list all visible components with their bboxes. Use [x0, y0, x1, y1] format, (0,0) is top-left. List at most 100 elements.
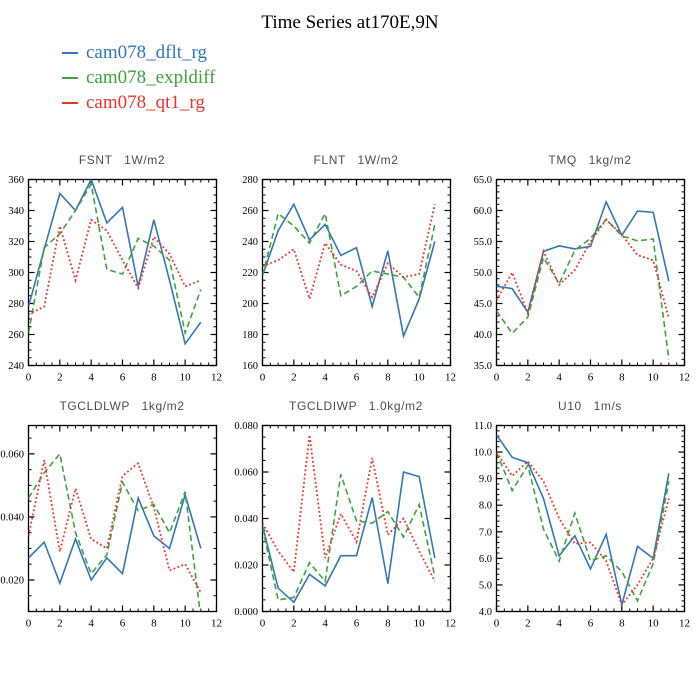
series-line-cam078_qt1_rg	[496, 218, 670, 319]
chart-plot: 0 2 4 6 8 10 12 160 180 200 220 240 260 280	[242, 175, 456, 384]
y-tick-label: 45.0	[474, 299, 492, 310]
x-tick-label: 12	[211, 372, 222, 384]
chart-title: TGCLDLWP 1kg/m2	[59, 399, 185, 413]
series-line-cam078_expldiff	[262, 474, 436, 601]
x-tick-label: 6	[354, 372, 360, 384]
y-tick-label: 35.0	[474, 361, 492, 372]
y-tick-label: 50.0	[474, 268, 492, 279]
x-tick-label: 12	[211, 618, 222, 630]
x-tick-label: 10	[648, 372, 660, 384]
legend-item: cam078_dflt_rg	[62, 40, 215, 65]
x-tick-label: 12	[445, 372, 456, 384]
x-tick-label: 2	[57, 372, 63, 384]
y-tick-label: 5.0	[479, 580, 492, 591]
y-tick-label: 220	[242, 268, 258, 279]
y-tick-label: 240	[242, 237, 258, 248]
y-tick-label: 40.0	[474, 330, 492, 341]
y-tick-label: 8.0	[479, 501, 492, 512]
chart-plot: 0 2 4 6 8 10 12 0.000 0.020 0.040 0.060 0.080	[234, 421, 456, 630]
y-tick-label: 0.000	[234, 607, 258, 618]
x-tick-label: 0	[26, 372, 32, 384]
chart-title: TMQ 1kg/m2	[548, 153, 632, 167]
y-tick-label: 260	[242, 206, 258, 217]
y-tick-label: 0.040	[234, 514, 258, 525]
x-tick-label: 12	[679, 618, 690, 630]
y-tick-label: 240	[8, 361, 24, 372]
y-tick-label: 9.0	[479, 474, 492, 485]
chart-plot: 0 2 4 6 8 10 12 0.020 0.040 0.060	[0, 424, 222, 630]
legend-label: cam078_qt1_rg	[86, 92, 205, 113]
series-line-cam078_expldiff	[28, 452, 201, 612]
x-tick-label: 4	[88, 618, 94, 630]
y-tick-label: 0.060	[0, 449, 24, 460]
series-line-cam078_expldiff	[262, 211, 436, 300]
legend-label: cam078_expldiff	[86, 67, 216, 88]
series-line-cam078_qt1_rg	[262, 434, 436, 582]
chart-title: U10 1m/s	[557, 399, 623, 413]
y-tick-label: 60.0	[474, 206, 492, 217]
y-tick-label: 7.0	[479, 527, 492, 538]
y-tick-label: 0.020	[234, 561, 258, 572]
y-tick-label: 280	[8, 299, 24, 310]
series-line-cam078_expldiff	[496, 217, 670, 360]
x-tick-label: 4	[322, 618, 328, 630]
y-tick-label: 0.020	[0, 575, 24, 586]
y-tick-label: 360	[8, 175, 24, 186]
x-tick-label: 2	[291, 372, 297, 384]
line-sample-icon	[62, 51, 78, 54]
y-tick-label: 11.0	[474, 421, 492, 432]
legend-item: cam078_qt1_rg	[62, 90, 215, 115]
legend-item: cam078_expldiff	[62, 65, 215, 90]
chart-title: FSNT 1W/m2	[78, 153, 166, 167]
x-tick-label: 6	[120, 372, 126, 384]
chart-title: FLNT 1W/m2	[313, 153, 399, 167]
x-tick-label: 6	[588, 618, 594, 630]
x-tick-label: 4	[556, 372, 562, 384]
chart-plot: 0 2 4 6 8 10 12 240 260 280 300 320 340 360	[8, 175, 222, 384]
series-line-cam078_dflt_rg	[496, 199, 670, 315]
x-tick-label: 2	[525, 618, 531, 630]
y-tick-label: 0.040	[0, 512, 24, 523]
x-tick-label: 0	[260, 618, 266, 630]
y-tick-label: 300	[8, 268, 24, 279]
x-tick-label: 0	[26, 618, 32, 630]
chart-title: TGCLDIWP 1.0kg/m2	[289, 399, 423, 413]
y-tick-label: 10.0	[474, 448, 492, 459]
x-tick-label: 6	[120, 618, 126, 630]
x-tick-label: 10	[414, 372, 426, 384]
x-tick-label: 10	[648, 618, 660, 630]
x-tick-label: 0	[494, 372, 500, 384]
x-tick-label: 2	[525, 372, 531, 384]
x-tick-label: 2	[57, 618, 63, 630]
chart-plot: 0 2 4 6 8 10 12 4.0 5.0 6.0 7.0 8.0 9.0 10.0 11.0	[474, 421, 690, 630]
x-tick-label: 8	[385, 618, 391, 630]
y-tick-label: 65.0	[474, 175, 492, 186]
x-tick-label: 8	[151, 372, 157, 384]
line-sample-icon	[62, 76, 78, 79]
y-tick-label: 0.060	[234, 468, 258, 479]
series-line-cam078_dflt_rg	[262, 202, 436, 339]
x-tick-label: 8	[151, 618, 157, 630]
y-tick-label: 4.0	[479, 607, 492, 618]
x-tick-label: 12	[445, 618, 456, 630]
x-tick-label: 4	[322, 372, 328, 384]
x-tick-label: 0	[260, 372, 266, 384]
y-tick-label: 280	[242, 175, 258, 186]
series-line-cam078_dflt_rg	[28, 492, 202, 586]
y-tick-label: 260	[8, 330, 24, 341]
x-tick-label: 8	[619, 618, 625, 630]
x-tick-label: 6	[354, 618, 360, 630]
y-tick-label: 55.0	[474, 237, 492, 248]
x-tick-label: 10	[180, 372, 192, 384]
x-tick-label: 8	[385, 372, 391, 384]
x-tick-label: 4	[88, 372, 94, 384]
y-tick-label: 340	[8, 206, 24, 217]
page-title: Time Series at170E,9N	[261, 12, 439, 33]
chart-plot: 0 2 4 6 8 10 12 35.0 40.0 45.0 50.0 55.0 60.0 65.0	[474, 175, 690, 384]
series-line-cam078_expldiff	[28, 181, 202, 336]
legend: cam078_dflt_rg cam078_expldiff cam078_qt…	[62, 40, 215, 115]
series-line-cam078_qt1_rg	[262, 204, 436, 302]
x-tick-label: 0	[494, 618, 500, 630]
x-tick-label: 4	[556, 618, 562, 630]
